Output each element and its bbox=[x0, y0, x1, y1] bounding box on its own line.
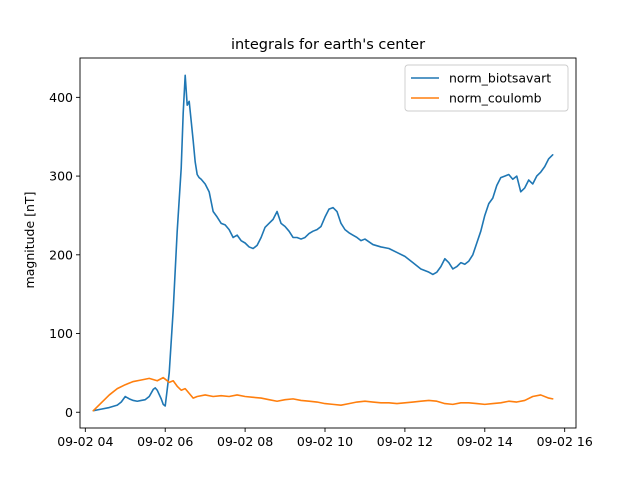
x-tick-label: 09-02 08 bbox=[217, 434, 273, 449]
x-axis: 09-02 04 09-02 06 09-02 08 09-02 10 09-02 12… bbox=[57, 428, 593, 449]
x-tick-label: 09-02 12 bbox=[377, 434, 433, 449]
y-tick-label: 100 bbox=[49, 326, 73, 341]
y-axis-label: magnitude [nT] bbox=[22, 192, 37, 289]
legend-label: norm_coulomb bbox=[449, 91, 542, 106]
x-tick-label: 09-02 10 bbox=[297, 434, 353, 449]
series-line-norm-coulomb bbox=[92, 376, 554, 412]
chart-title: integrals for earth's center bbox=[231, 37, 425, 53]
y-axis: 0 100 200 300 400 bbox=[49, 90, 80, 420]
plot-lines bbox=[92, 74, 554, 412]
y-tick-label: 0 bbox=[65, 405, 73, 420]
y-tick-label: 300 bbox=[49, 169, 73, 184]
x-tick-label: 09-02 14 bbox=[457, 434, 513, 449]
series-line-norm-biotsavart bbox=[92, 74, 554, 412]
x-tick-label: 09-02 06 bbox=[137, 434, 193, 449]
x-tick-label: 09-02 04 bbox=[57, 434, 113, 449]
y-tick-label: 400 bbox=[49, 90, 73, 105]
x-tick-label: 09-02 16 bbox=[537, 434, 593, 449]
y-tick-label: 200 bbox=[49, 247, 73, 262]
legend-box bbox=[404, 64, 569, 112]
legend: norm_biotsavart norm_coulomb bbox=[404, 64, 569, 112]
legend-label: norm_biotsavart bbox=[449, 71, 551, 86]
plot-frame bbox=[79, 57, 577, 429]
